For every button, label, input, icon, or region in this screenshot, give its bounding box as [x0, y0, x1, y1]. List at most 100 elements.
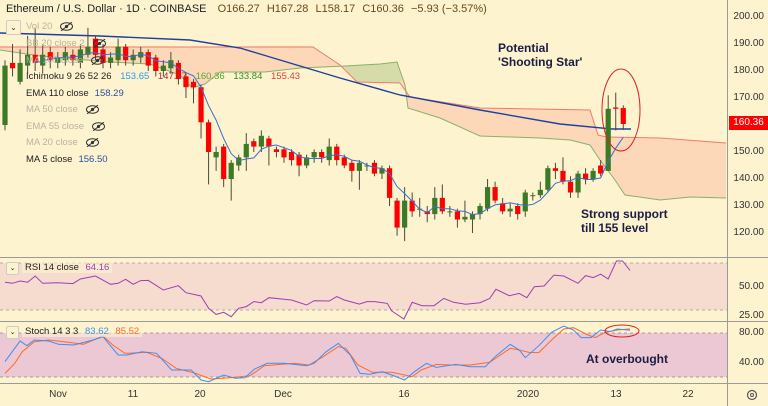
hidden-eye-icon[interactable] [91, 55, 105, 65]
time-axis-label: 16 [398, 389, 410, 400]
legend-collapse-button[interactable]: ⌄ [6, 20, 21, 35]
ohlc-close: C160.36 [362, 3, 404, 15]
last-price-badge: 160.36 [729, 116, 768, 130]
candle-body-down [319, 152, 325, 158]
candle-body-down [273, 149, 280, 152]
candle [17, 49, 23, 85]
candle [552, 162, 559, 179]
symbol-header: Ethereum / U.S. Dollar · 1D · COINBASE O… [6, 3, 487, 15]
legend-ema110[interactable]: EMA 110 close 158.29 [26, 87, 124, 100]
hidden-eye-icon[interactable] [92, 38, 106, 48]
candle-body-up [402, 200, 408, 228]
candle [409, 192, 415, 217]
candle-body-up [462, 216, 468, 220]
candle [394, 197, 400, 236]
candle-body-up [243, 143, 249, 158]
annotation-line: Potential [498, 41, 549, 55]
candle [205, 119, 212, 185]
price-axis-label: 130.00 [733, 200, 764, 211]
candle [477, 203, 483, 220]
candle-body-up [522, 192, 528, 212]
candle [62, 46, 68, 66]
shooting-star-annotation: Potential 'Shooting Star' [498, 41, 582, 69]
time-axis-label: 13 [610, 389, 622, 400]
candle [123, 44, 129, 66]
time-axis-label: 2020 [516, 389, 540, 400]
candle [2, 60, 8, 131]
overbought-annotation: At overbought [586, 352, 668, 366]
time-axis-label: Dec [274, 389, 292, 400]
candle-body-down [582, 173, 589, 179]
legend-label: MA 20 close [26, 137, 78, 148]
ma5-value: 156.50 [78, 154, 108, 165]
candle-body-up [62, 52, 68, 61]
legend-vol[interactable]: Vol 20 [26, 20, 74, 33]
candle [288, 149, 295, 166]
time-axis-label: 22 [682, 389, 694, 400]
legend-ema55[interactable]: EMA 55 close [26, 120, 106, 133]
candle-body-up [130, 54, 136, 61]
stoch-k-line [4, 325, 631, 383]
hidden-eye-icon[interactable] [85, 104, 99, 114]
candle-body-down [221, 146, 227, 179]
candle-body-down [175, 62, 182, 80]
rsi-axis-label: 25.00 [738, 310, 764, 321]
candle-body-up [545, 168, 551, 190]
candle-body-up [213, 152, 219, 158]
candle [530, 192, 536, 201]
candle [198, 84, 204, 139]
candle [447, 206, 453, 217]
ichimoku-span-a [0, 46, 727, 144]
candle-body-down [394, 200, 400, 228]
legend-ichimoku[interactable]: Ichimoku 9 26 52 26 153.65 147.17 160.36… [26, 70, 300, 83]
stoch-label: Stoch 14 3 3 [25, 326, 79, 337]
candle-body-down [153, 57, 159, 71]
annotation-line: Strong support [581, 207, 668, 221]
legend-ma20[interactable]: MA 20 close [26, 136, 99, 149]
candle [25, 35, 31, 74]
candle-body-down [439, 197, 445, 212]
hidden-eye-icon[interactable] [85, 137, 99, 147]
candle [183, 73, 189, 98]
legend-label: EMA 110 close [26, 88, 89, 99]
legend-ma50[interactable]: MA 50 close [26, 103, 99, 116]
stoch-legend[interactable]: Stoch 14 3 3 83.62 85.52 [22, 326, 143, 337]
candle-body-up [537, 189, 543, 196]
candle [582, 168, 589, 185]
legend-ma100[interactable]: MA 100 close [26, 54, 105, 67]
candle-body-up [379, 168, 385, 174]
candle [545, 165, 551, 193]
ma-5-line [35, 52, 624, 216]
hidden-eye-icon[interactable] [92, 121, 106, 131]
legend-ma5[interactable]: MA 5 close 156.50 [26, 153, 108, 166]
legend-bb[interactable]: BB 20 close 2 [26, 37, 106, 50]
rsi-collapse-button[interactable]: ⌄ [6, 262, 19, 275]
candle [9, 44, 16, 77]
candle-body-down [409, 200, 415, 212]
candle-body-down [296, 154, 302, 166]
candle [560, 157, 566, 185]
rsi-value: 64.16 [85, 262, 110, 273]
rsi-legend[interactable]: RSI 14 close 64.16 [22, 262, 113, 273]
stoch-collapse-button[interactable]: ⌄ [6, 326, 19, 339]
candle-body-down [613, 107, 619, 109]
candle-body-up [236, 157, 242, 166]
candle [32, 27, 38, 71]
candle [319, 149, 325, 163]
ichimoku-span-a-value: 133.84 [233, 71, 263, 82]
hidden-eye-icon[interactable] [60, 21, 74, 31]
rsi-axis-label: 50.00 [738, 281, 764, 292]
candle-body-up [107, 57, 114, 63]
candle [311, 149, 317, 163]
candle-body-down [47, 52, 53, 61]
candle [326, 138, 332, 166]
candle-body-down [266, 138, 272, 147]
legend-label: Ichimoku 9 26 52 26 [26, 71, 112, 82]
candle [424, 206, 430, 223]
time-axis-label: 20 [194, 389, 206, 400]
candle [522, 189, 528, 217]
candle-body-up [258, 135, 264, 147]
ichimoku-conversion-value: 153.65 [120, 71, 150, 82]
settings-gear-icon[interactable] [746, 389, 758, 401]
